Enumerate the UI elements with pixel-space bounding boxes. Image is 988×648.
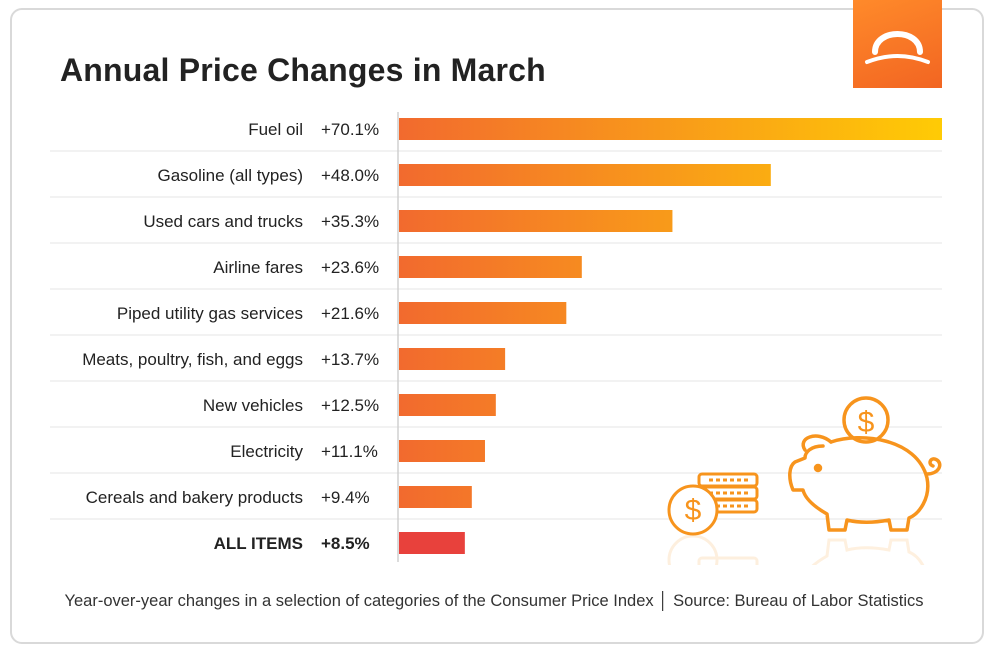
chart-card bbox=[10, 8, 984, 644]
bar bbox=[399, 394, 496, 416]
bar bbox=[399, 256, 582, 278]
svg-text:$: $ bbox=[685, 494, 702, 527]
category-label: Used cars and trucks bbox=[143, 212, 303, 231]
category-label: ALL ITEMS bbox=[214, 534, 303, 553]
value-label: +8.5% bbox=[321, 534, 370, 553]
category-label: Cereals and bakery products bbox=[86, 488, 303, 507]
bar bbox=[399, 210, 673, 232]
svg-text:$: $ bbox=[858, 406, 875, 439]
reflection-graphic bbox=[667, 534, 925, 565]
category-label: New vehicles bbox=[203, 396, 303, 415]
value-label: +23.6% bbox=[321, 258, 379, 277]
value-label: +35.3% bbox=[321, 212, 379, 231]
category-label: Meats, poultry, fish, and eggs bbox=[82, 350, 303, 369]
coin-stack-icon: $ bbox=[667, 472, 759, 536]
value-label: +48.0% bbox=[321, 166, 379, 185]
bar bbox=[399, 440, 485, 462]
bar-all-items bbox=[399, 532, 465, 554]
category-label: Airline fares bbox=[213, 258, 303, 277]
value-label: +9.4% bbox=[321, 488, 370, 507]
bar bbox=[399, 118, 942, 140]
value-label: +13.7% bbox=[321, 350, 379, 369]
piggy-bank-icon: $ bbox=[788, 396, 942, 532]
chart-caption: Year-over-year changes in a selection of… bbox=[64, 592, 924, 610]
savings-illustration: $ $ bbox=[667, 396, 942, 565]
category-label: Gasoline (all types) bbox=[157, 166, 303, 185]
value-label: +21.6% bbox=[321, 304, 379, 323]
chart-title: Annual Price Changes in March bbox=[60, 52, 546, 88]
arch-logo-icon bbox=[853, 0, 942, 88]
value-label: +70.1% bbox=[321, 120, 379, 139]
bar bbox=[399, 486, 472, 508]
bar bbox=[399, 302, 567, 324]
category-label: Piped utility gas services bbox=[117, 304, 303, 323]
value-label: +12.5% bbox=[321, 396, 379, 415]
category-label: Electricity bbox=[230, 442, 303, 461]
category-label: Fuel oil bbox=[248, 120, 303, 139]
bar bbox=[399, 164, 771, 186]
bar bbox=[399, 348, 506, 370]
value-label: +11.1% bbox=[321, 442, 378, 461]
